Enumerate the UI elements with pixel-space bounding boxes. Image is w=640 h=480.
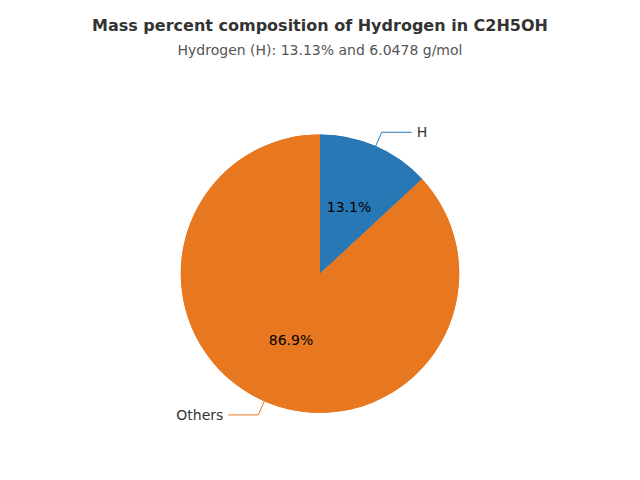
svg-text:13.1%: 13.1%: [327, 199, 371, 215]
svg-text:Mass percent composition of Hy: Mass percent composition of Hydrogen in …: [92, 16, 548, 35]
svg-text:Hydrogen (H): 13.13% and 6.047: Hydrogen (H): 13.13% and 6.0478 g/mol: [178, 42, 463, 58]
svg-text:H: H: [417, 124, 428, 140]
svg-text:Others: Others: [176, 407, 223, 423]
svg-text:86.9%: 86.9%: [269, 332, 313, 348]
